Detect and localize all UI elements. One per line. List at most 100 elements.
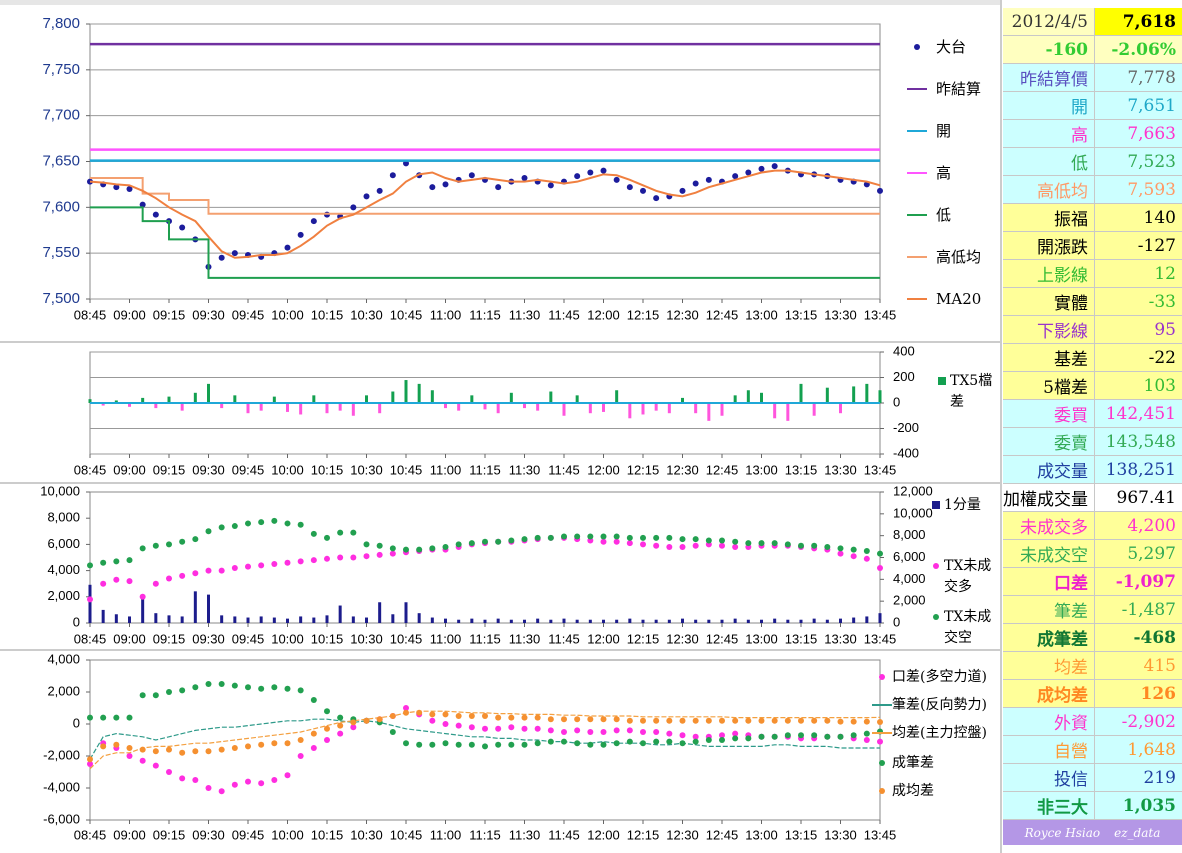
data-point — [534, 534, 541, 541]
data-point — [126, 753, 133, 759]
bar — [549, 391, 553, 403]
data-point — [297, 737, 304, 743]
data-point — [258, 780, 265, 787]
data-point — [179, 572, 186, 579]
data-point — [403, 709, 409, 716]
data-point — [113, 576, 120, 583]
data-point — [152, 542, 159, 549]
panel-value: 138,251 — [1105, 459, 1176, 480]
data-point — [600, 167, 607, 174]
x-tick-label: 12:30 — [666, 827, 699, 842]
bar — [114, 400, 118, 403]
panel-label: 高 — [1003, 120, 1095, 147]
data-point — [784, 732, 791, 739]
legend-marker — [933, 563, 939, 569]
bar — [852, 617, 856, 623]
panel-value: -468 — [1133, 627, 1176, 648]
panel-value: -1,097 — [1115, 571, 1176, 592]
data-point — [87, 714, 93, 721]
data-point — [284, 520, 291, 527]
data-point — [363, 553, 370, 560]
bar — [483, 619, 487, 623]
y-tick-label: 400 — [893, 343, 915, 358]
x-tick-label: 09:00 — [113, 631, 146, 646]
bar — [549, 619, 553, 623]
data-point — [745, 540, 752, 547]
data-point — [719, 542, 725, 549]
data-point — [640, 717, 646, 724]
y-tick-label: 4,000 — [47, 651, 80, 666]
data-point — [600, 538, 607, 545]
data-point — [692, 738, 699, 745]
data-point — [152, 211, 159, 218]
data-point — [521, 536, 528, 543]
panel-row: 開 7,651 — [1003, 92, 1182, 120]
data-point — [245, 520, 251, 527]
bar — [628, 618, 632, 623]
data-point — [613, 176, 620, 183]
data-point — [442, 544, 449, 551]
panel-label: 委賣 — [1003, 428, 1095, 455]
y-tick-label: 7,750 — [42, 61, 80, 78]
data-point — [495, 184, 502, 191]
data-point — [705, 717, 712, 724]
data-point — [679, 740, 686, 747]
data-point — [837, 733, 844, 740]
panel-value: 1,035 — [1122, 795, 1176, 816]
data-point — [508, 714, 515, 721]
data-point — [495, 741, 502, 748]
data-point — [179, 224, 186, 231]
panel-label: 筆差 — [1003, 596, 1095, 623]
data-point — [640, 541, 646, 548]
bar — [351, 403, 355, 416]
bar — [746, 390, 750, 403]
data-point — [679, 544, 686, 551]
data-point — [482, 538, 488, 545]
data-point — [139, 201, 146, 208]
bar — [707, 619, 711, 623]
data-point — [758, 540, 765, 547]
bar — [417, 383, 421, 403]
x-tick-label: 09:15 — [153, 307, 186, 322]
legend-entry: TX5檔差 — [950, 373, 993, 410]
data-point — [600, 741, 607, 748]
data-point — [468, 724, 475, 731]
x-tick-label: 12:00 — [587, 827, 620, 842]
bar — [720, 403, 724, 416]
bar — [496, 618, 500, 623]
data-point — [600, 716, 607, 723]
panel-value: 7,618 — [1095, 8, 1182, 35]
panel-label: 低 — [1003, 148, 1095, 175]
bar — [615, 390, 619, 403]
x-tick-label: 12:45 — [706, 307, 739, 322]
data-point — [231, 564, 238, 571]
bar — [101, 609, 105, 623]
data-point — [192, 536, 199, 543]
data-point — [863, 730, 870, 737]
y-tick-label: 7,700 — [42, 107, 80, 124]
y-tick-label: 12,000 — [893, 483, 933, 498]
data-point — [798, 717, 804, 724]
legend-entry: 低 — [936, 206, 952, 224]
data-point — [324, 725, 330, 732]
data-point — [719, 537, 725, 544]
data-point — [784, 717, 791, 724]
legend-entry: TX未成交空 — [944, 609, 992, 646]
bar — [351, 616, 355, 623]
bar — [365, 395, 368, 403]
data-point — [126, 578, 133, 585]
panel-value: 7,523 — [1127, 151, 1176, 172]
data-point — [587, 741, 594, 748]
x-tick-label: 13:45 — [864, 631, 897, 646]
data-point — [271, 517, 278, 524]
y-tick-label: 2,000 — [893, 593, 926, 608]
data-point — [863, 555, 870, 562]
x-tick-label: 12:00 — [587, 307, 620, 322]
panel-label: 委買 — [1003, 400, 1095, 427]
data-point — [284, 685, 291, 692]
bar — [707, 403, 711, 421]
data-point — [640, 534, 646, 541]
bar — [562, 403, 566, 416]
x-tick-label: 11:45 — [548, 827, 580, 842]
data-point — [416, 741, 423, 748]
